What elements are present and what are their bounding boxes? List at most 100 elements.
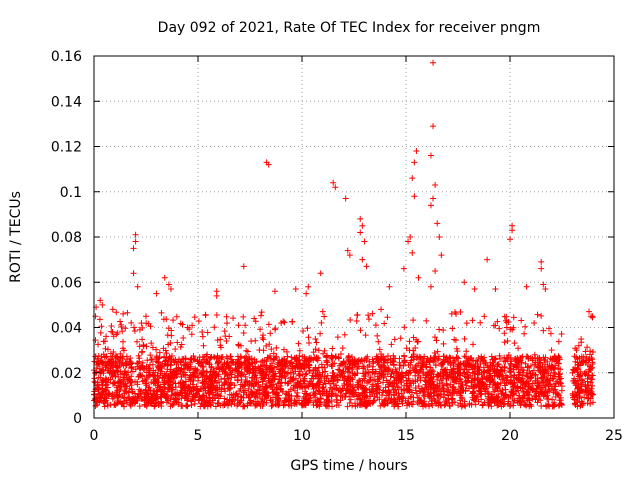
data-point <box>99 301 106 308</box>
data-point <box>515 345 522 352</box>
data-point <box>346 252 353 259</box>
data-point <box>511 380 518 387</box>
data-point <box>98 323 105 330</box>
data-point <box>323 403 330 410</box>
data-point <box>447 381 454 388</box>
data-point <box>578 398 585 405</box>
data-point <box>330 381 337 388</box>
data-point <box>448 373 455 380</box>
data-point <box>400 265 407 272</box>
data-point <box>545 325 552 332</box>
data-point <box>449 395 456 402</box>
data-point <box>530 367 537 374</box>
data-point <box>423 317 430 324</box>
data-point <box>523 379 530 386</box>
data-point <box>431 355 438 362</box>
data-point <box>179 321 186 328</box>
data-point <box>509 390 516 397</box>
data-point <box>189 381 196 388</box>
data-point <box>196 393 203 400</box>
data-point <box>440 340 447 347</box>
data-point <box>383 392 390 399</box>
data-point <box>365 312 372 319</box>
data-point <box>199 333 206 340</box>
data-point <box>359 382 366 389</box>
data-point <box>129 398 136 405</box>
data-point <box>240 330 247 337</box>
data-point <box>342 195 349 202</box>
data-point <box>164 397 171 404</box>
data-point <box>276 373 283 380</box>
data-point <box>558 402 565 409</box>
data-point <box>177 368 184 375</box>
data-point <box>234 377 241 384</box>
data-point <box>557 379 564 386</box>
data-point <box>569 369 576 376</box>
data-point <box>253 375 260 382</box>
data-point <box>189 393 196 400</box>
data-point <box>161 362 168 369</box>
data-point <box>333 396 340 403</box>
data-point <box>458 384 465 391</box>
data-point <box>390 374 397 381</box>
data-point <box>496 325 503 332</box>
data-point <box>272 325 279 332</box>
data-point <box>375 338 382 345</box>
data-point <box>558 383 565 390</box>
data-point <box>410 317 417 324</box>
data-point <box>225 399 232 406</box>
data-point <box>169 369 176 376</box>
data-point <box>226 371 233 378</box>
data-point <box>163 316 170 323</box>
data-point <box>136 326 143 333</box>
data-point <box>307 356 314 363</box>
data-point <box>171 373 178 380</box>
data-point <box>164 332 171 339</box>
data-point <box>486 370 493 377</box>
data-point <box>159 374 166 381</box>
data-point <box>307 394 314 401</box>
x-tick-label: 5 <box>194 428 203 444</box>
data-point <box>303 358 310 365</box>
data-point <box>139 359 146 366</box>
data-point <box>251 356 258 363</box>
data-point <box>214 337 221 344</box>
data-point <box>499 376 506 383</box>
data-point <box>430 59 437 66</box>
data-point <box>488 403 495 410</box>
data-point <box>466 356 473 363</box>
data-point <box>273 353 280 360</box>
y-tick-label: 0.14 <box>51 94 82 110</box>
data-point <box>446 403 453 410</box>
y-tick-label: 0.06 <box>51 275 82 291</box>
data-point <box>427 283 434 290</box>
data-point <box>578 359 585 366</box>
data-point <box>430 368 437 375</box>
data-point <box>235 322 242 329</box>
data-point <box>396 359 403 366</box>
data-point <box>247 397 254 404</box>
data-point <box>208 374 215 381</box>
data-point <box>588 376 595 383</box>
data-point <box>538 402 545 409</box>
data-point <box>178 403 185 410</box>
data-point <box>255 399 262 406</box>
data-point <box>357 327 364 334</box>
data-point <box>589 399 596 406</box>
data-point <box>570 366 577 373</box>
data-point <box>100 390 107 397</box>
data-point <box>583 357 590 364</box>
data-point <box>206 383 213 390</box>
data-point <box>244 348 251 355</box>
data-point <box>213 292 220 299</box>
data-point <box>540 393 547 400</box>
data-point <box>575 342 582 349</box>
data-point <box>109 373 116 380</box>
data-point <box>257 368 264 375</box>
data-point <box>459 402 466 409</box>
data-point <box>310 349 317 356</box>
data-point <box>344 247 351 254</box>
data-point <box>147 323 154 330</box>
data-point <box>140 341 147 348</box>
data-point <box>573 354 580 361</box>
